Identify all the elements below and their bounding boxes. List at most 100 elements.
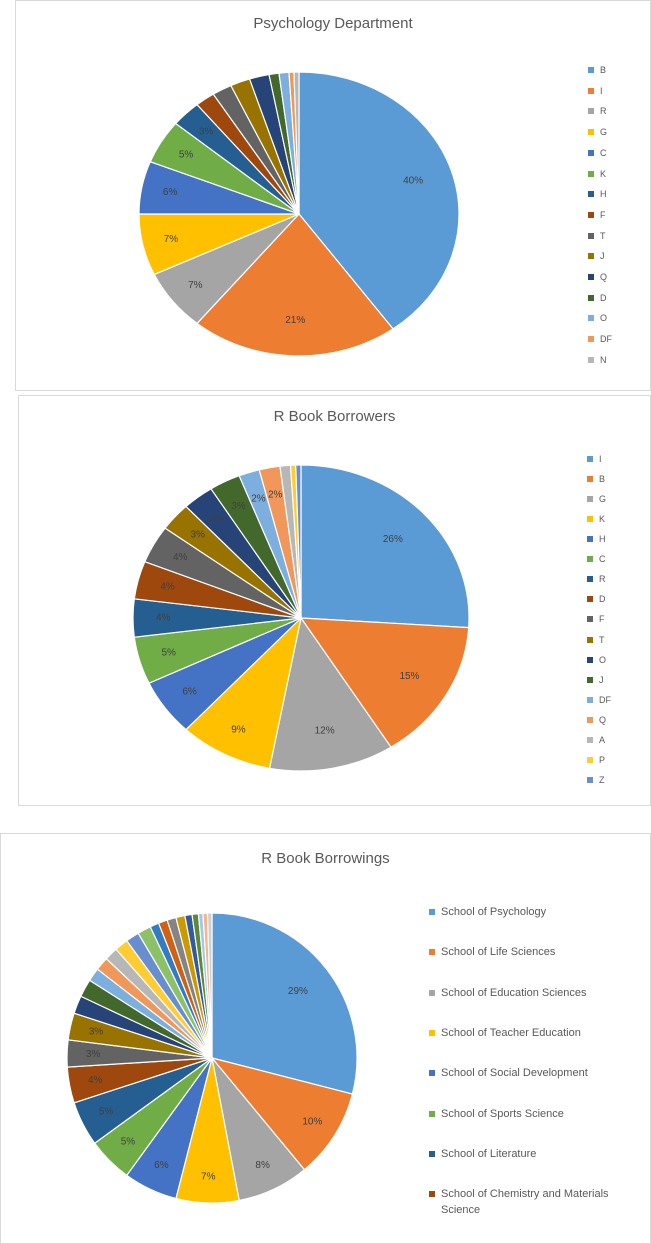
legend-label: J [600,251,605,262]
legend-swatch [587,456,593,462]
pie-slice [185,616,302,769]
data-label: 4% [173,552,188,563]
legend-swatch [587,636,593,643]
legend-label: T [600,230,606,241]
data-label: 3% [86,1049,101,1060]
pie-slice [300,464,470,629]
data-label: 10% [302,1116,322,1127]
legend-label: R [599,574,606,585]
chart-title: Psychology Department [253,15,413,32]
pie-slice [206,912,213,1059]
data-label: 40% [403,176,423,187]
data-label: 5% [121,1137,136,1148]
legend-swatch [587,696,593,703]
data-label: 2% [268,489,283,500]
legend-swatch [588,336,594,343]
pie-slice [196,213,394,357]
pie-chart: 26%15%12%9%6%5%4%4%4%3%3%3%2% 2% [132,464,470,772]
chart-panel: Psychology Department 40% 21% 7% 7% 6% 5% 3% B I R… [15,0,651,391]
pie-chart: 29% 10% 8% 7% 6% 5% 5% 4% 3% 3% [66,912,358,1204]
pie-slice [293,71,300,215]
legend-label: Q [600,272,608,282]
data-label: 26% [383,534,403,545]
legend-swatch [588,67,594,73]
chart-title: R Book Borrowers [273,408,396,425]
legend-swatch [429,989,435,996]
data-label: 2% [251,493,266,504]
legend-swatch [429,1150,435,1157]
chart-title: R Book Borrowings [261,850,390,867]
pie-slice [295,464,302,619]
data-label: 7% [164,234,179,245]
legend-label: G [600,127,608,138]
data-label: 3% [209,514,224,525]
legend-swatch [587,736,593,743]
legend-swatch [588,356,594,363]
legend-swatch [587,496,593,503]
pie-slice [268,616,392,772]
data-label: 5% [161,648,176,659]
legend-swatch [587,616,593,623]
data-label: 3% [231,501,246,512]
legend-swatch [429,1070,435,1077]
legend-swatch [429,949,435,956]
legend-swatch [588,274,594,280]
data-label: 3% [89,1027,104,1038]
legend-label: C [599,554,606,565]
legend-swatch [429,1110,435,1117]
legend-label: F [600,209,606,220]
data-label: 4% [156,613,171,624]
data-label: 4% [160,581,175,592]
legend-label: O [600,313,608,324]
legend-label: D [600,292,607,303]
legend-label: K [600,168,607,179]
chart-panel: R Book Borrowers 26% 15% 12% 9% 6% 5% 4% 4% 4% 3% 3… [18,395,651,806]
legend-swatch [588,87,594,94]
legend-label: B [600,65,607,75]
legend-swatch [588,108,594,115]
legend-label: G [599,494,607,505]
data-label: 12% [315,725,335,736]
data-label: 29% [288,986,308,997]
legend-label: P [599,754,606,765]
legend-label: H [599,534,606,545]
legend-swatch [587,676,593,683]
legend-label: R [600,106,607,117]
legend-swatch [588,191,594,198]
legend-label: School of Teacher Education [441,1026,581,1039]
legend-label: K [599,514,606,525]
legend-label: DF [599,694,611,705]
legend-label: N [600,354,607,365]
data-label: 6% [182,686,197,697]
pie-slice [211,912,358,1095]
pie-slice [210,1056,354,1171]
legend-swatch [587,716,593,723]
legend-swatch [429,1029,435,1036]
pie-slice [299,617,470,748]
legend-label: H [600,189,607,200]
legend-swatch [588,211,594,218]
data-label: 7% [201,1171,216,1182]
data-label: 7% [188,280,203,291]
legend-label: School of Literature [441,1147,537,1160]
legend-label: School of Social Development [441,1067,588,1080]
legend-swatch [587,516,593,523]
legend-swatch [588,149,594,156]
data-label: 8% [255,1160,270,1171]
data-label: 6% [163,187,178,198]
legend-swatch [587,656,593,663]
legend-label: F [599,614,605,625]
legend-swatch [587,476,593,483]
data-label: 4% [88,1075,103,1086]
legend-label: School of Education Sciences [441,986,587,999]
legend-label: B [599,474,606,485]
legend-swatch [587,596,593,603]
data-label: 3% [190,530,205,541]
legend-swatch [587,536,593,543]
legend-label: Q [599,714,607,725]
legend-swatch [587,576,593,583]
legend-label: D [599,594,606,605]
legend-label: Z [599,774,605,785]
data-label: 5% [179,149,194,160]
